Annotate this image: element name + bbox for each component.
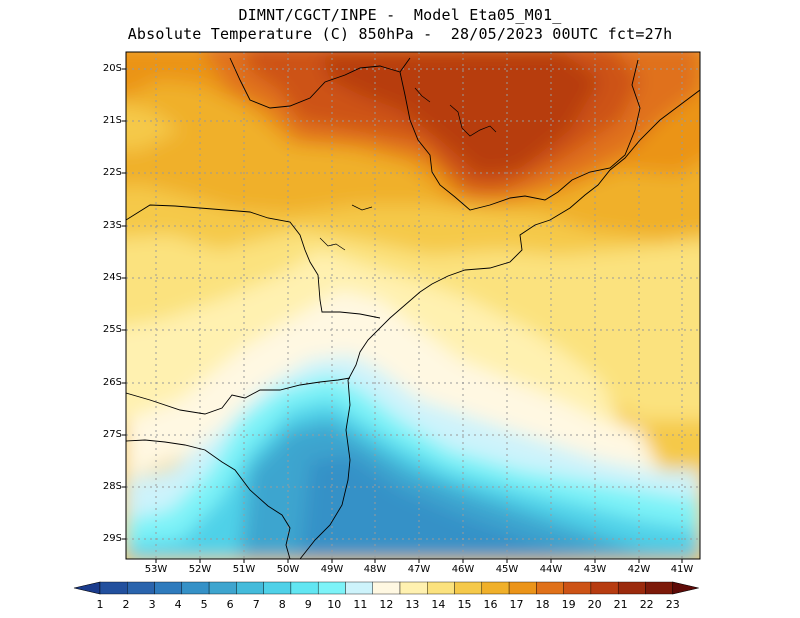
ticks xyxy=(122,68,683,563)
colorbar-label: 4 xyxy=(174,598,182,611)
colorbar-label: 13 xyxy=(405,598,420,611)
colorbar-label: 3 xyxy=(148,598,156,611)
lon-label: 41W xyxy=(670,564,694,575)
colorbar-label: 20 xyxy=(587,598,602,611)
colorbar-arrow-right xyxy=(672,581,699,595)
field-5 xyxy=(300,455,597,559)
colorbar-cell xyxy=(236,581,264,595)
lat-label: 22S xyxy=(102,167,122,178)
colorbar-label: 22 xyxy=(639,598,654,611)
colorbar-label: 15 xyxy=(457,598,472,611)
lon-label: 48W xyxy=(363,564,387,575)
colorbar-cell xyxy=(399,581,428,595)
colorbar-cell xyxy=(590,581,619,595)
boundaries xyxy=(126,57,700,559)
colorbar-cell xyxy=(645,581,673,595)
colorbar-arrow-left xyxy=(73,581,101,595)
lat-label: 29S xyxy=(102,533,122,544)
lat-label: 24S xyxy=(102,272,122,283)
lat-label: 23S xyxy=(102,220,122,231)
colorbar-label: 10 xyxy=(327,598,342,611)
map-frame xyxy=(125,51,701,560)
colorbar-cell xyxy=(181,581,210,595)
lon-label: 45W xyxy=(495,564,519,575)
lon-label: 51W xyxy=(232,564,256,575)
colorbar-label: 12 xyxy=(379,598,394,611)
colorbar-label: 8 xyxy=(278,598,286,611)
colorbar-label: 19 xyxy=(561,598,576,611)
colorbar-cell xyxy=(263,581,292,595)
lat-label: 27S xyxy=(102,429,122,440)
colorbar-label: 17 xyxy=(509,598,524,611)
colorbar-label: 11 xyxy=(353,598,368,611)
colorbar-cell xyxy=(454,581,483,595)
colorbar-label: 21 xyxy=(613,598,628,611)
colorbar-cell xyxy=(536,581,564,595)
lat-label: 20S xyxy=(102,63,122,74)
colorbar-label: 1 xyxy=(96,598,104,611)
colorbar-label: 14 xyxy=(431,598,446,611)
colorbar-cell xyxy=(208,581,237,595)
lon-label: 50W xyxy=(276,564,300,575)
lat-label: 25S xyxy=(102,324,122,335)
colorbar-label: 16 xyxy=(483,598,498,611)
colorbar-cell xyxy=(127,581,155,595)
colorbar-cell xyxy=(317,581,346,595)
lon-label: 44W xyxy=(539,564,563,575)
colorbar-cell xyxy=(427,581,455,595)
colorbar-label: 18 xyxy=(535,598,550,611)
rivers xyxy=(319,87,497,251)
title-line-2: Absolute Temperature (C) 850hPa - 28/05/… xyxy=(127,25,673,43)
field-20 xyxy=(320,52,600,175)
lat-label: 26S xyxy=(102,377,122,388)
lon-label: 42W xyxy=(627,564,651,575)
lon-label: 43W xyxy=(583,564,607,575)
colorbar-label: 9 xyxy=(304,598,312,611)
colorbar-label: 5 xyxy=(200,598,208,611)
lon-label: 46W xyxy=(451,564,475,575)
colorbar-cell xyxy=(617,581,646,595)
colorbar-cell xyxy=(345,581,373,595)
lat-label: 28S xyxy=(102,481,122,492)
colorbar-label: 6 xyxy=(226,598,234,611)
colorbar-cell xyxy=(290,581,319,595)
colorbar-label: 2 xyxy=(122,598,130,611)
field-15-west xyxy=(126,105,180,150)
lon-label: 52W xyxy=(188,564,212,575)
colorbar-cell xyxy=(481,581,510,595)
colorbar-label: 7 xyxy=(252,598,260,611)
title-line-1: DIMNT/CGCT/INPE - Model Eta05_M01_ xyxy=(238,6,562,24)
colorbar-label: 23 xyxy=(665,598,680,611)
colorbar-cell xyxy=(372,581,401,595)
graticule xyxy=(126,52,700,559)
lat-label: 21S xyxy=(102,115,122,126)
lon-label: 47W xyxy=(407,564,431,575)
colorbar-cell xyxy=(99,581,128,595)
colorbar-cell xyxy=(154,581,183,595)
field-14 xyxy=(126,230,700,420)
colorbar-cell xyxy=(508,581,537,595)
lon-label: 49W xyxy=(320,564,344,575)
colorbar-cell xyxy=(563,581,592,595)
lon-label: 53W xyxy=(144,564,168,575)
